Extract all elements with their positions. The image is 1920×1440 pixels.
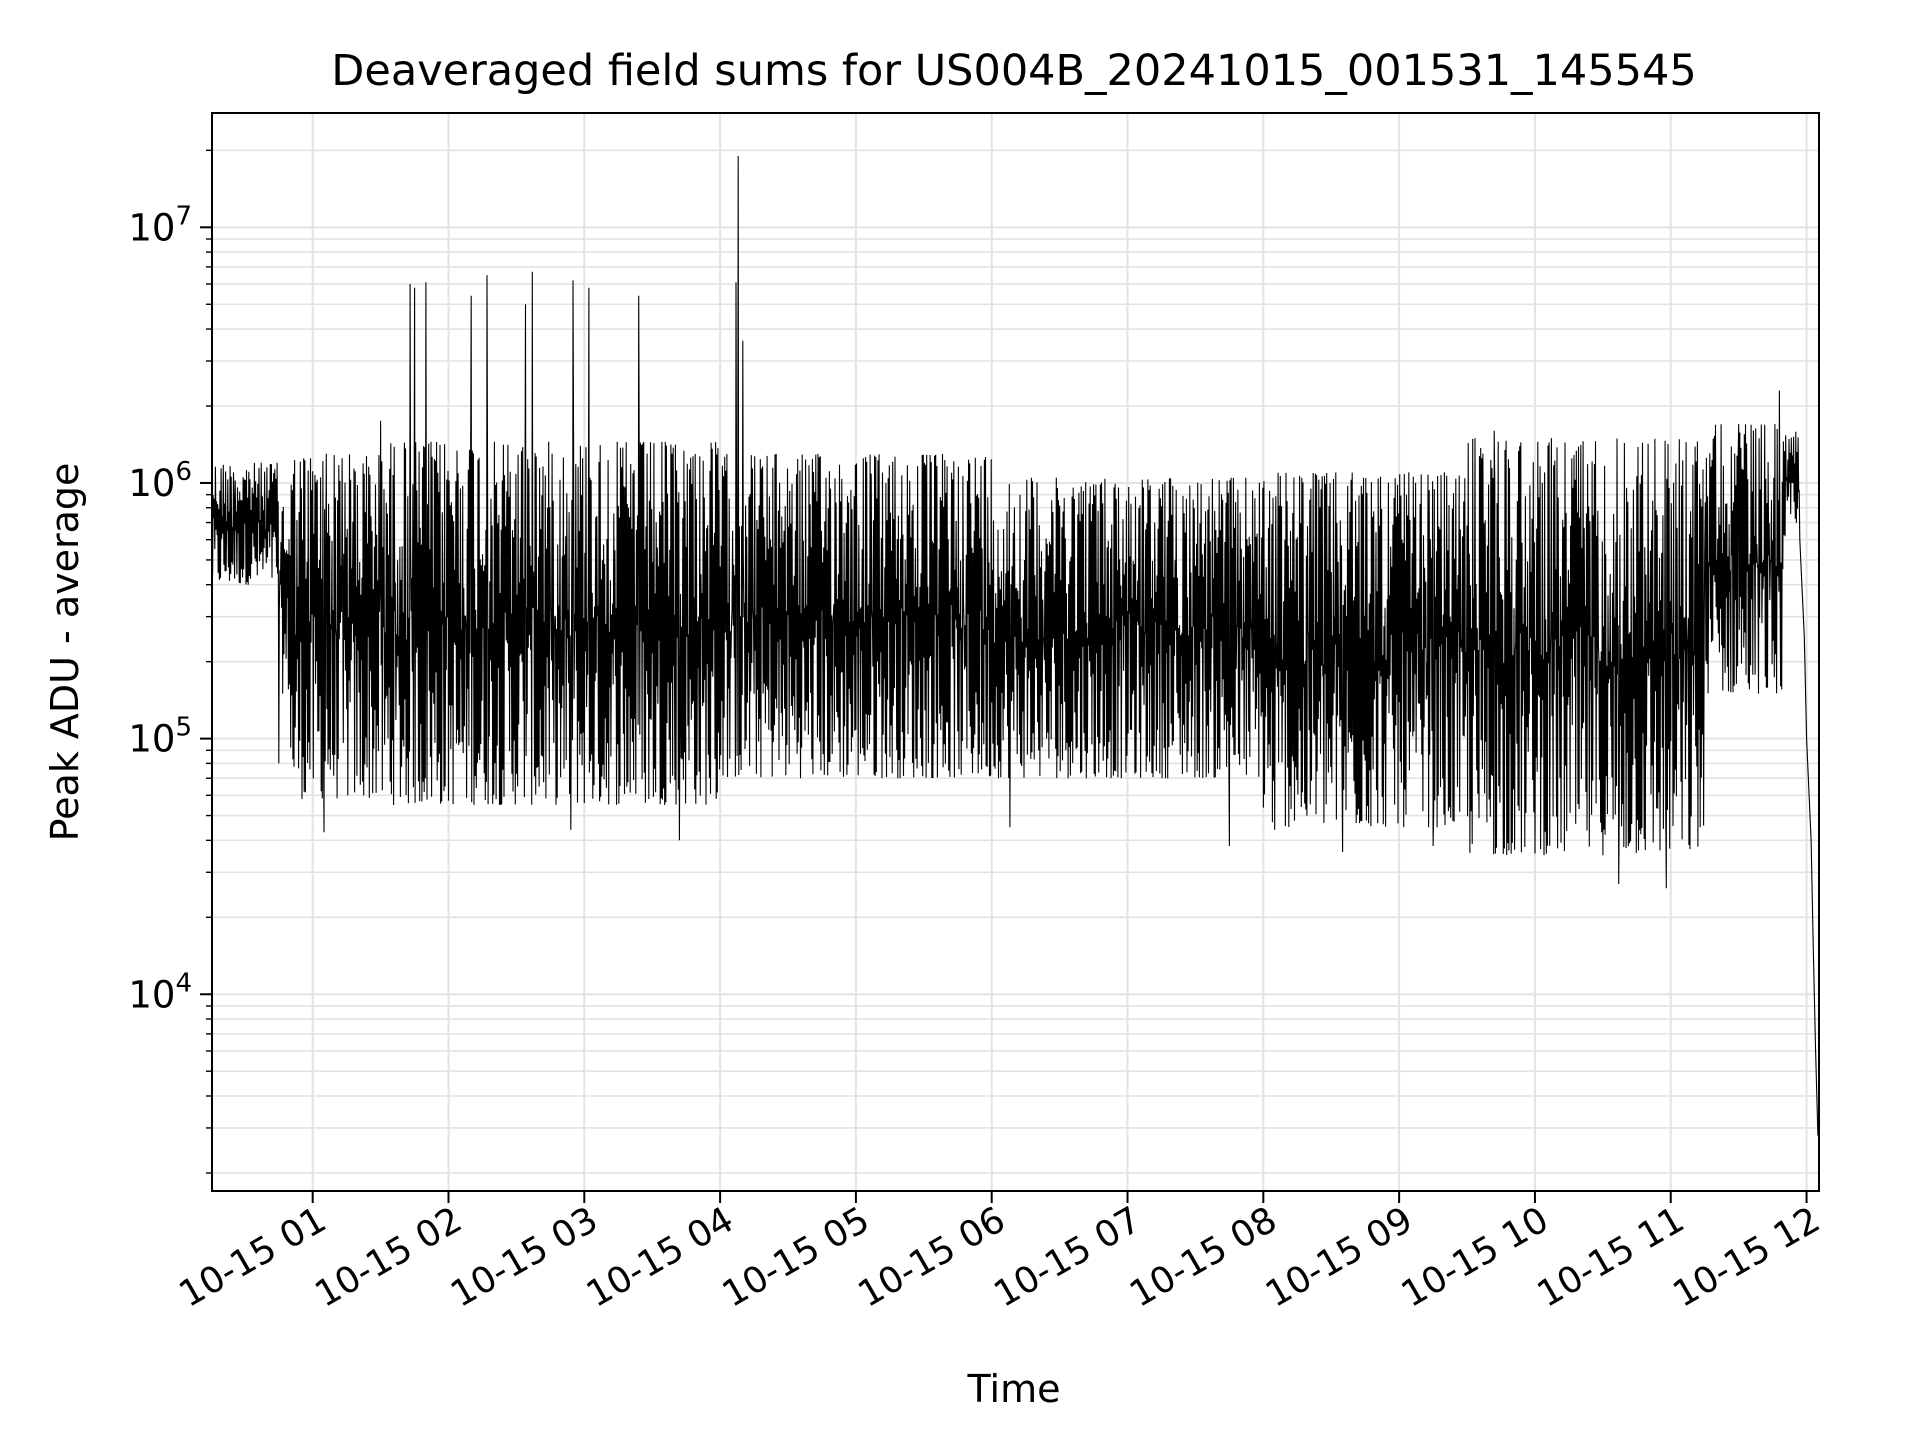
y-tick-label: 104 [128, 968, 192, 1016]
x-axis-label: Time [967, 1367, 1061, 1411]
y-tick-exponent: 6 [175, 457, 192, 487]
y-tick-label: 106 [128, 457, 192, 505]
x-tick-label: 10-15 09 [1259, 1199, 1420, 1315]
chart-title: Deaveraged field sums for US004B_2024101… [331, 46, 1696, 96]
y-axis-label: Peak ADU - average [43, 463, 87, 842]
x-tick-label: 10-15 03 [444, 1199, 605, 1315]
x-tick-label: 10-15 01 [173, 1199, 334, 1315]
x-tick-label: 10-15 04 [580, 1199, 741, 1315]
y-tick-label: 107 [128, 201, 192, 249]
plot-frame [211, 112, 1820, 1192]
y-tick-base: 10 [128, 973, 175, 1016]
y-tick-base: 10 [128, 462, 175, 505]
series-line [212, 156, 1819, 1136]
x-tick-label: 10-15 11 [1531, 1199, 1692, 1315]
y-tick-base: 10 [128, 718, 175, 761]
y-tick-label: 105 [128, 713, 192, 761]
x-tick-label: 10-15 06 [852, 1199, 1013, 1315]
y-tick-exponent: 4 [175, 968, 192, 998]
x-tick-label: 10-15 07 [987, 1199, 1148, 1315]
y-tick-exponent: 7 [175, 201, 192, 231]
plot-area [212, 156, 1819, 1136]
y-tick-base: 10 [128, 206, 175, 249]
x-tick-label: 10-15 02 [308, 1199, 469, 1315]
x-tick-label: 10-15 05 [716, 1199, 877, 1315]
y-tick-exponent: 5 [175, 713, 192, 743]
x-tick-label: 10-15 12 [1666, 1199, 1827, 1315]
x-tick-label: 10-15 08 [1123, 1199, 1284, 1315]
x-tick-label: 10-15 10 [1395, 1199, 1556, 1315]
